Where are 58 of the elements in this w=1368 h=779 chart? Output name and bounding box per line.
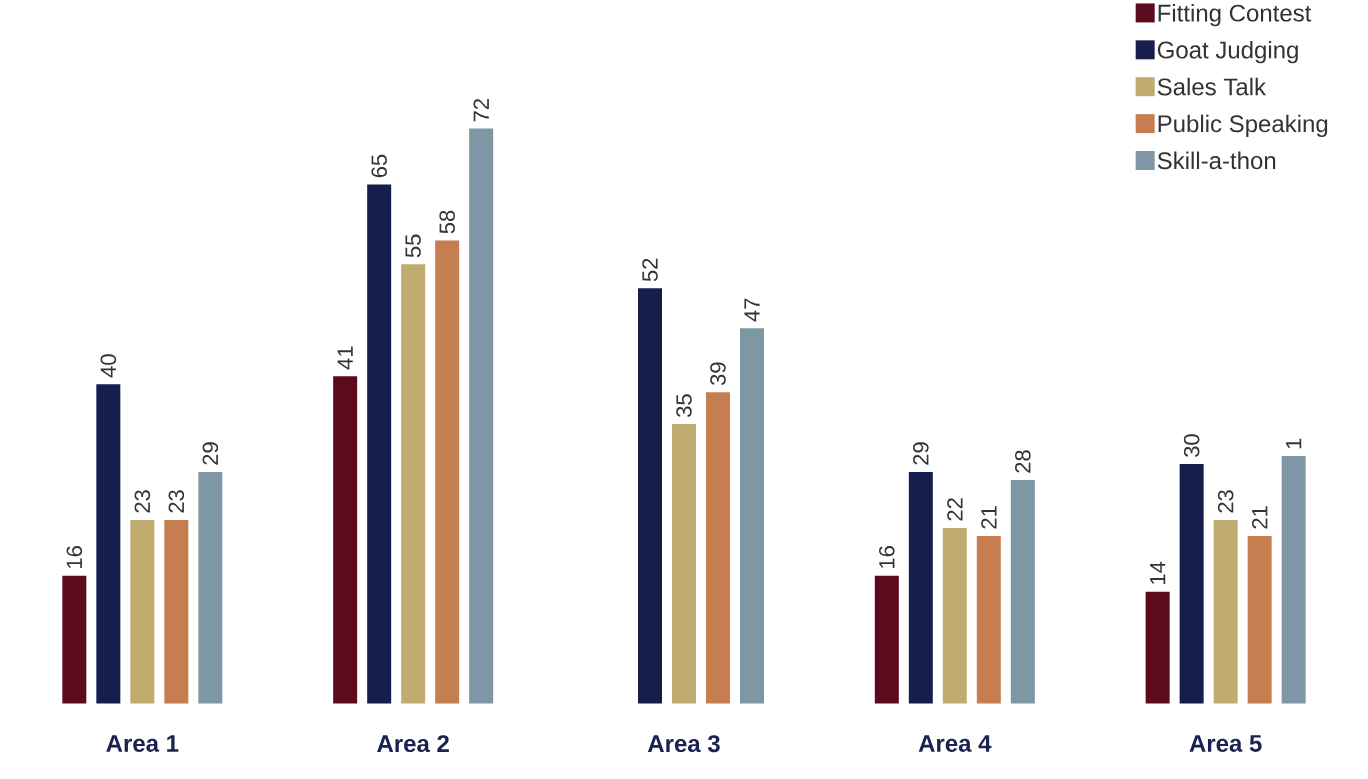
bar [908,472,933,704]
legend-label: Sales Talk [1157,77,1267,96]
x-tick-label: Area 2 [377,735,449,753]
data-label: 22 [947,498,963,521]
x-tick-label: Area 1 [106,735,179,753]
data-label: 21 [981,506,997,529]
bar [706,392,730,704]
x-tick-label: Area 3 [647,735,720,753]
bar [671,424,696,704]
data-label: 35 [676,394,692,418]
data-label: 52 [642,258,658,282]
bar [1213,520,1238,704]
bar [942,528,967,704]
x-tick-label: Area 5 [1189,735,1262,753]
annotation: 1 [1286,438,1302,449]
bar [1247,536,1272,704]
bar [62,576,87,704]
data-label: 29 [202,442,219,465]
bar [198,472,223,704]
data-label: 16 [66,546,83,569]
data-label: 72 [473,99,489,122]
bar [130,520,155,704]
bar [976,536,1001,704]
bar [739,328,764,704]
bar [401,264,426,704]
data-label: 29 [913,442,929,465]
bar [469,128,494,704]
data-label: 55 [405,234,421,258]
legend-label: Skill-a-thon [1157,151,1276,170]
data-label: 30 [1183,434,1200,458]
data-label: 58 [439,210,455,234]
data-label: 21 [1251,506,1268,529]
bar [1281,456,1306,704]
bar [367,184,392,704]
bar [638,288,662,704]
bar [333,376,358,704]
data-label: 23 [168,490,185,513]
bar [1145,591,1170,704]
data-label: 14 [1150,561,1166,585]
legend-label: Goat Judging [1157,41,1298,64]
data-label: 23 [134,490,151,513]
bar [1179,464,1204,704]
data-label: 65 [371,154,387,178]
data-label: 39 [710,362,726,386]
data-label: 40 [100,354,117,378]
legend-label: Public Speaking [1158,114,1328,138]
data-label: 16 [879,546,895,569]
data-label: 41 [337,346,353,370]
bar [96,384,121,704]
bar [435,240,460,704]
legend-label: Fitting Contest [1158,4,1312,27]
data-label: 47 [744,298,760,322]
data-label: 23 [1217,490,1234,513]
x-tick-label: Area 4 [918,735,992,753]
data-label: 28 [1015,450,1031,473]
bar [1010,480,1035,704]
bar [874,576,899,704]
bar [164,520,189,704]
